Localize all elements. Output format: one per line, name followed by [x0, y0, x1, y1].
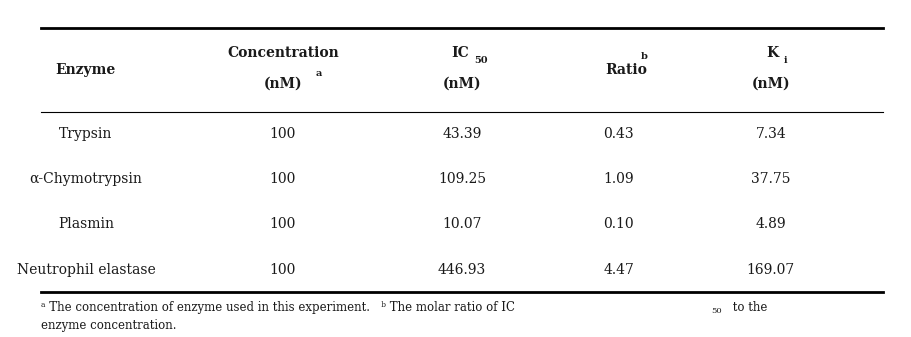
Text: 4.89: 4.89 — [755, 217, 786, 232]
Text: Neutrophil elastase: Neutrophil elastase — [16, 263, 155, 277]
Text: enzyme concentration.: enzyme concentration. — [41, 319, 177, 332]
Text: 0.43: 0.43 — [603, 127, 634, 141]
Text: 43.39: 43.39 — [442, 127, 482, 141]
Text: 0.10: 0.10 — [603, 217, 634, 232]
Text: 446.93: 446.93 — [438, 263, 486, 277]
Text: 4.47: 4.47 — [603, 263, 634, 277]
Text: 100: 100 — [270, 217, 296, 232]
Text: IC: IC — [451, 46, 469, 60]
Text: 50: 50 — [475, 56, 488, 65]
Text: Concentration: Concentration — [227, 46, 339, 60]
Text: a: a — [315, 69, 322, 78]
Text: i: i — [783, 56, 787, 65]
Text: ᵃ The concentration of enzyme used in this experiment.   ᵇ The molar ratio of IC: ᵃ The concentration of enzyme used in th… — [41, 301, 515, 314]
Text: (nM): (nM) — [263, 76, 302, 90]
Text: K: K — [766, 46, 779, 60]
Text: Ratio: Ratio — [605, 63, 647, 77]
Text: 100: 100 — [270, 263, 296, 277]
Text: 100: 100 — [270, 172, 296, 186]
Text: 7.34: 7.34 — [755, 127, 786, 141]
Text: 50: 50 — [711, 307, 722, 315]
Text: (nM): (nM) — [752, 76, 790, 90]
Text: Plasmin: Plasmin — [58, 217, 114, 232]
Text: 169.07: 169.07 — [747, 263, 795, 277]
Text: (nM): (nM) — [443, 76, 481, 90]
Text: Trypsin: Trypsin — [59, 127, 113, 141]
Text: 1.09: 1.09 — [603, 172, 634, 186]
Text: 109.25: 109.25 — [438, 172, 486, 186]
Text: to the: to the — [729, 301, 767, 314]
Text: b: b — [641, 52, 648, 61]
Text: Enzyme: Enzyme — [56, 63, 116, 77]
Text: 100: 100 — [270, 127, 296, 141]
Text: 10.07: 10.07 — [442, 217, 482, 232]
Text: 37.75: 37.75 — [751, 172, 791, 186]
Text: α-Chymotrypsin: α-Chymotrypsin — [29, 172, 142, 186]
